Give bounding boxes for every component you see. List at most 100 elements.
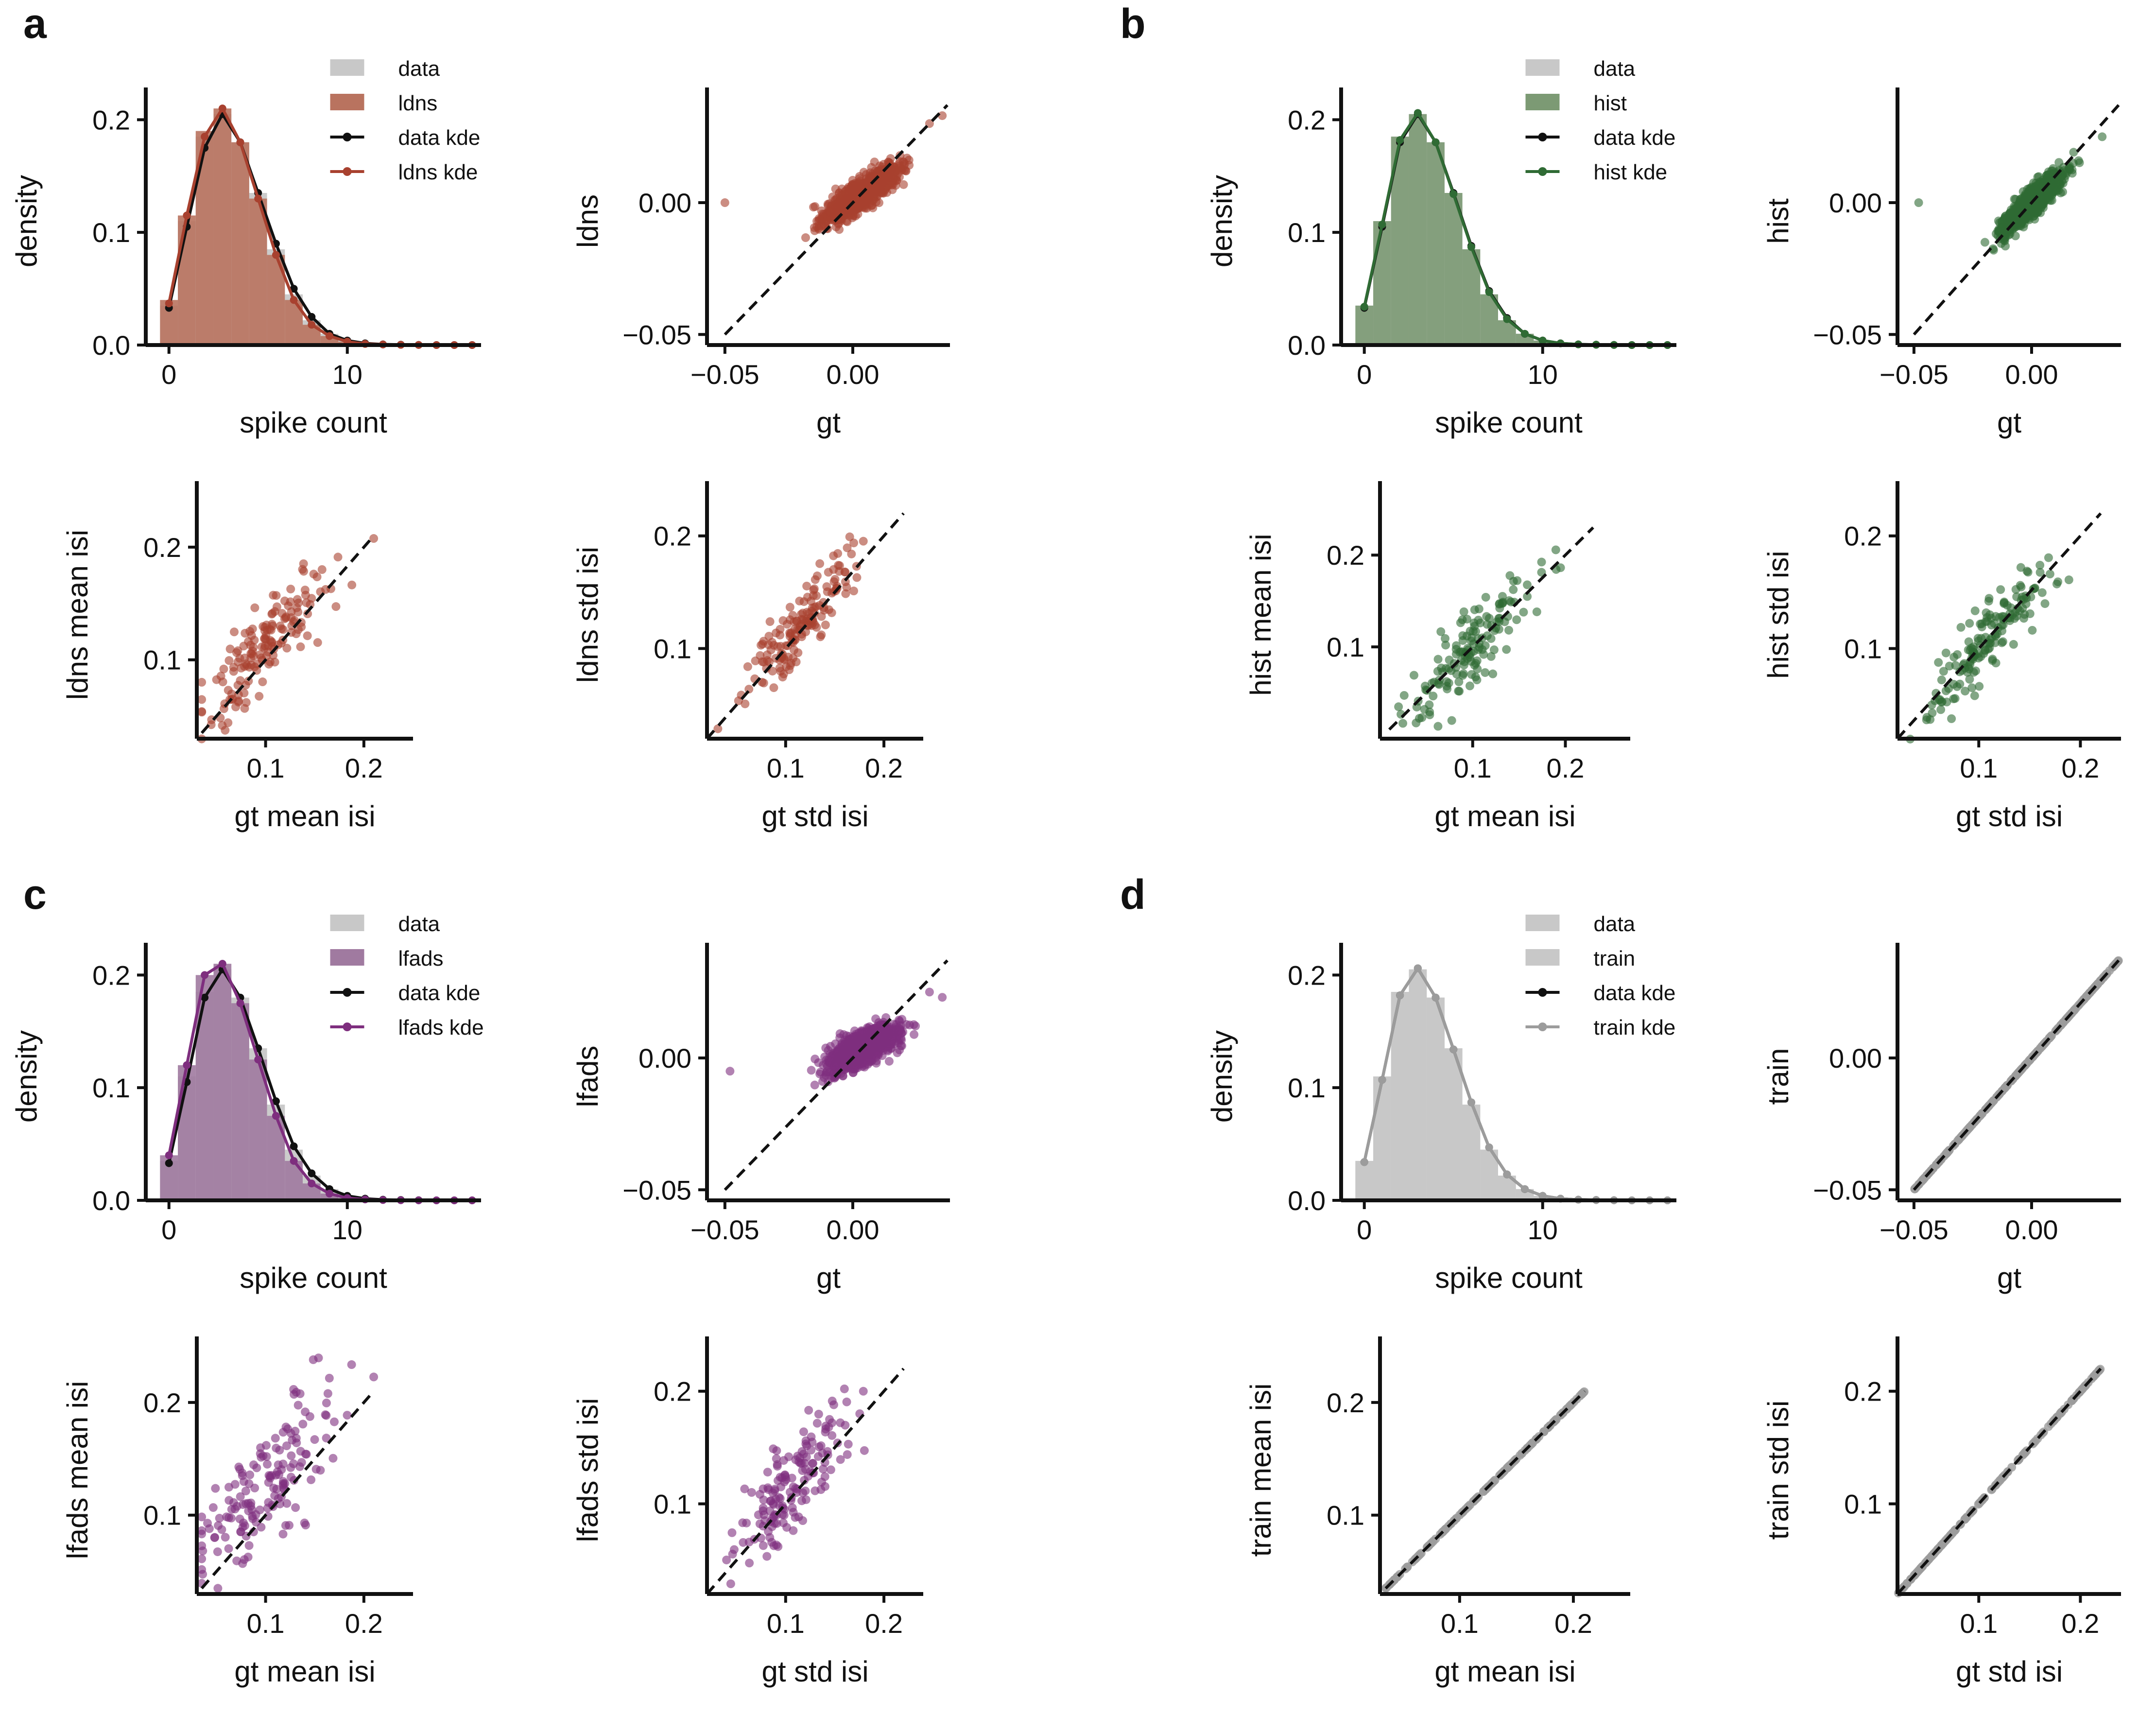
scatter-point bbox=[855, 172, 864, 181]
scatter-point bbox=[1459, 607, 1468, 616]
scatter-point bbox=[1444, 678, 1453, 688]
scatter-point bbox=[2033, 173, 2042, 182]
model-kde-point bbox=[290, 1157, 298, 1165]
scatter-point bbox=[278, 1459, 288, 1469]
x-axis-label: gt mean isi bbox=[234, 800, 375, 832]
y-axis-label: ldns bbox=[571, 194, 604, 248]
scatter-point bbox=[2075, 158, 2084, 167]
scatter-point bbox=[1398, 719, 1408, 728]
scatter-point bbox=[765, 658, 774, 667]
scatter-point bbox=[1447, 716, 1456, 725]
scatter-point bbox=[2001, 242, 2010, 251]
scatter-point bbox=[212, 675, 221, 684]
scatter-point bbox=[300, 586, 310, 595]
scatter-point bbox=[250, 1483, 259, 1492]
legend-label: data kde bbox=[398, 126, 481, 150]
scatter-point bbox=[347, 580, 357, 589]
scatter-point bbox=[272, 591, 281, 600]
scatter-point bbox=[894, 1028, 903, 1037]
scatter-point bbox=[225, 644, 235, 654]
y-axis-label: density bbox=[10, 175, 43, 267]
identity-line bbox=[724, 104, 949, 336]
model-hist-bar bbox=[213, 964, 232, 1200]
scatter-point bbox=[888, 178, 897, 188]
scatter-point bbox=[286, 1429, 295, 1438]
legend-swatch bbox=[330, 59, 364, 76]
scatter-point bbox=[763, 1468, 772, 1477]
scatter-point bbox=[1474, 615, 1483, 624]
model-kde-point bbox=[1521, 329, 1529, 338]
scatter-point bbox=[233, 646, 242, 656]
scatter-point bbox=[745, 1559, 754, 1568]
scatter-point bbox=[1551, 545, 1560, 554]
y-tick-label: 0.2 bbox=[1288, 104, 1326, 135]
scatter-point bbox=[910, 1030, 919, 1039]
scatter-point bbox=[2011, 206, 2020, 215]
scatter-point bbox=[246, 649, 256, 658]
scatter-point bbox=[780, 1471, 790, 1480]
x-tick-label: 0.00 bbox=[827, 1214, 880, 1245]
scatter-point bbox=[788, 1503, 797, 1512]
scatter-point bbox=[818, 1464, 828, 1473]
model-kde-point bbox=[1449, 190, 1458, 198]
model-hist-bar bbox=[213, 108, 232, 345]
model-kde-point bbox=[165, 1151, 173, 1160]
scatter-point bbox=[2002, 601, 2012, 610]
y-tick-label: 0.1 bbox=[1327, 632, 1364, 662]
scatter-point bbox=[224, 718, 233, 728]
scatter-point bbox=[293, 1401, 303, 1410]
scatter-point bbox=[827, 1056, 836, 1065]
scatter-point bbox=[816, 1485, 826, 1494]
data-kde-point bbox=[308, 1169, 316, 1178]
scatter-point bbox=[1498, 592, 1507, 601]
scatter-point bbox=[856, 199, 865, 208]
x-axis-label: gt std isi bbox=[761, 1655, 868, 1688]
identity-line bbox=[706, 512, 905, 740]
scatter-point bbox=[888, 170, 897, 179]
scatter-point bbox=[1454, 677, 1464, 686]
scatter-point bbox=[257, 1523, 266, 1532]
x-tick-label: 0.2 bbox=[345, 753, 383, 783]
scatter-point bbox=[197, 695, 207, 704]
model-hist-bar bbox=[1409, 114, 1427, 346]
scatter-point bbox=[764, 632, 774, 641]
legend-swatch bbox=[330, 915, 364, 931]
scatter-point bbox=[868, 1056, 877, 1065]
scatter-point bbox=[834, 561, 843, 570]
scatter-point bbox=[322, 1398, 331, 1407]
scatter-point bbox=[369, 1372, 379, 1382]
x-tick-label: 0 bbox=[161, 359, 176, 390]
scatter-point bbox=[275, 1445, 284, 1455]
scatter-point bbox=[762, 1552, 772, 1561]
scatter-point bbox=[808, 1438, 817, 1447]
scatter-point bbox=[1922, 715, 1931, 725]
scatter-point bbox=[333, 553, 343, 562]
scatter-point bbox=[1412, 718, 1421, 728]
x-tick-label: 10 bbox=[332, 359, 362, 390]
scatter-point bbox=[214, 1521, 223, 1530]
model-hist-bar bbox=[231, 142, 249, 345]
model-kde-point bbox=[1538, 336, 1547, 345]
y-tick-label: 0.2 bbox=[143, 1387, 181, 1418]
scatter-point bbox=[1537, 557, 1546, 567]
scatter-point bbox=[317, 565, 327, 574]
scatter-point bbox=[291, 1503, 300, 1512]
scatter-point bbox=[835, 1029, 845, 1039]
scatter-point bbox=[1471, 659, 1481, 668]
x-tick-label: 0.00 bbox=[827, 359, 880, 390]
model-kde-point bbox=[1503, 315, 1511, 323]
scatter-point bbox=[280, 596, 289, 606]
scatter-point bbox=[1974, 654, 1983, 663]
scatter-point bbox=[1488, 669, 1498, 678]
model-kde-point bbox=[326, 1190, 334, 1198]
model-kde-point bbox=[183, 211, 191, 220]
scatter-point bbox=[2054, 158, 2064, 167]
scatter-point bbox=[810, 584, 819, 593]
scatter-point bbox=[905, 1021, 914, 1030]
x-axis-label: gt mean isi bbox=[1434, 800, 1575, 832]
scatter-point bbox=[255, 1505, 264, 1514]
scatter-point bbox=[233, 658, 242, 667]
y-tick-label: 0.2 bbox=[92, 960, 130, 990]
scatter-point bbox=[1970, 691, 1979, 700]
